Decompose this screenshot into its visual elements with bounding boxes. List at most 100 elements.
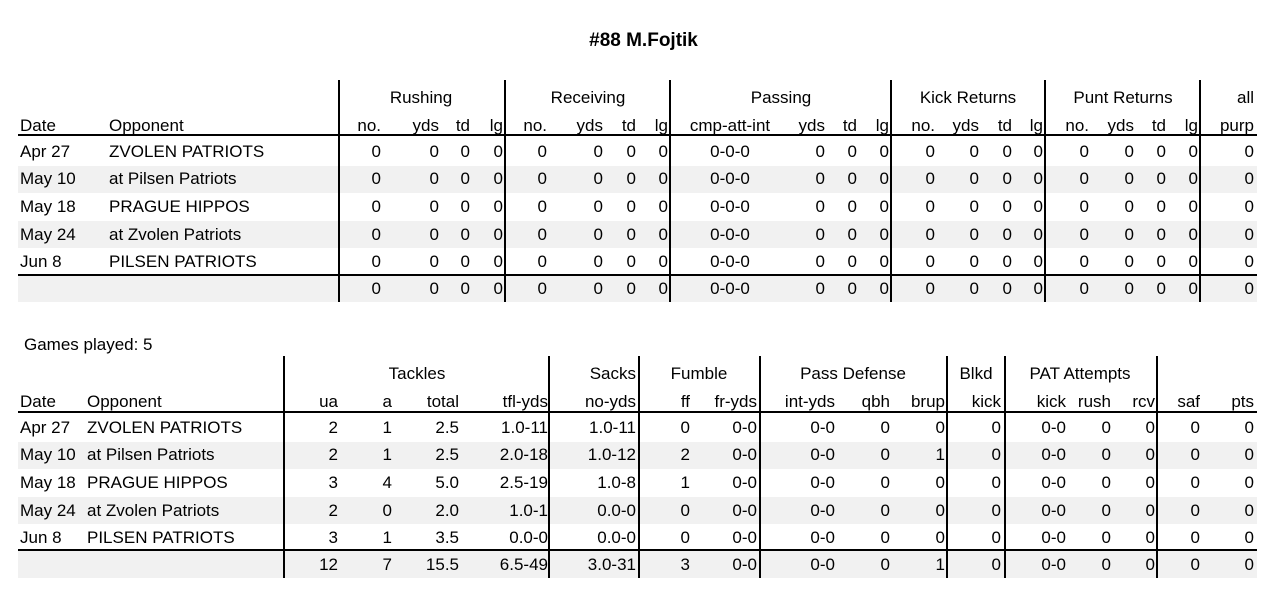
- group-header: Rushing: [389, 88, 453, 107]
- totals-cell: 0: [1079, 278, 1089, 298]
- column-header: yds: [1107, 116, 1134, 135]
- table-cell: 0: [537, 141, 547, 161]
- table-cell: May 24: [20, 224, 76, 244]
- table-cell: 0: [593, 141, 603, 161]
- table-cell: 0: [626, 252, 636, 272]
- table-cell: 0: [1244, 252, 1254, 272]
- table-cell: 0: [969, 252, 979, 272]
- totals-cell: 12: [319, 554, 338, 574]
- totals-cell: 0: [460, 278, 470, 298]
- table-cell: 0: [1244, 500, 1254, 520]
- totals-cell: 0: [991, 554, 1001, 574]
- table-cell: 0: [969, 224, 979, 244]
- column-header: td: [1151, 116, 1166, 135]
- table-cell: 0: [879, 169, 889, 189]
- table-cell: 3.5: [435, 528, 459, 548]
- column-header: qbh: [861, 392, 890, 411]
- column-header: td: [997, 116, 1012, 135]
- totals-cell: 7: [382, 554, 392, 574]
- totals-cell: 0: [1188, 278, 1198, 298]
- table-cell: 5.0: [435, 473, 459, 492]
- table-cell: 0: [991, 417, 1001, 437]
- table-cell: 0: [1033, 224, 1043, 244]
- column-header: no.: [523, 116, 547, 135]
- group-header: Blkd: [959, 364, 993, 383]
- table-cell: 0-0: [732, 417, 757, 437]
- table-cell: 3: [328, 473, 338, 492]
- table-cell: 0: [969, 197, 979, 216]
- column-header: brup: [910, 392, 945, 411]
- column-header: kick: [1036, 392, 1066, 411]
- table-cell: 0: [626, 141, 636, 161]
- table-cell: 0: [658, 252, 668, 272]
- table-cell: 0: [879, 141, 889, 161]
- table-cell: 0: [1188, 141, 1198, 161]
- table-cell: 0: [935, 528, 945, 548]
- table-cell: 0: [460, 252, 470, 272]
- table-cell: Apr 27: [20, 417, 71, 437]
- table-cell: 0: [1156, 197, 1166, 216]
- column-header: ff: [680, 392, 690, 411]
- table-cell: 0: [991, 500, 1001, 520]
- table-cell: 0-0-0: [710, 141, 750, 161]
- table-cell: 0-0-0: [710, 252, 750, 272]
- table-cell: 0-0: [1041, 500, 1066, 520]
- group-header: Tackles: [388, 364, 446, 383]
- table-cell: 0: [1124, 197, 1134, 216]
- column-header: td: [621, 116, 636, 135]
- table-cell: 0: [493, 197, 503, 216]
- table-cell: 0-0: [1041, 473, 1066, 492]
- column-header: lg: [489, 116, 503, 135]
- table-cell: 0: [1033, 197, 1043, 216]
- table-cell: 0: [460, 197, 470, 216]
- table-cell: 0: [925, 141, 935, 161]
- table-cell: 0: [1188, 252, 1198, 272]
- totals-cell: 3: [680, 554, 690, 574]
- table-cell: 1: [382, 417, 392, 437]
- totals-cell: 0: [1244, 278, 1254, 298]
- row-band: [18, 220, 1257, 249]
- table-cell: 0: [815, 141, 825, 161]
- column-header: yds: [798, 116, 825, 135]
- header-rule: [18, 411, 1257, 413]
- table-cell: Jun 8: [20, 528, 62, 548]
- table-cell: 0: [1079, 197, 1089, 216]
- totals-cell: 0: [815, 278, 825, 298]
- table-cell: 0: [1145, 473, 1155, 492]
- table-cell: 0-0: [810, 417, 835, 437]
- table-cell: 0: [880, 528, 890, 548]
- table-cell: 0: [1188, 197, 1198, 216]
- table-cell: 1.0-1: [509, 500, 548, 520]
- column-header: lg: [1029, 116, 1043, 135]
- table-cell: 0: [658, 197, 668, 216]
- column-header: Date: [20, 116, 56, 135]
- column-header: tfl-yds: [502, 392, 548, 411]
- table-cell: 0: [847, 141, 857, 161]
- column-divider: [1004, 356, 1006, 578]
- table-cell: 2.5: [435, 445, 459, 465]
- table-cell: 0: [1033, 169, 1043, 189]
- table-cell: 0: [815, 169, 825, 189]
- table-cell: 0: [429, 197, 439, 216]
- totals-cell: 0: [371, 278, 381, 298]
- totals-cell: 0-0: [732, 554, 757, 574]
- table-cell: 0: [1244, 417, 1254, 437]
- table-cell: 0: [1079, 141, 1089, 161]
- totals-cell: 0: [847, 278, 857, 298]
- totals-cell: 0-0-0: [710, 278, 750, 298]
- table-cell: 0: [460, 169, 470, 189]
- group-header: Sacks: [589, 364, 636, 383]
- table-cell: 2: [328, 445, 338, 465]
- table-cell: 0: [658, 141, 668, 161]
- table-cell: 3: [328, 528, 338, 548]
- table-cell: 0: [1244, 141, 1254, 161]
- table-cell: 0: [493, 141, 503, 161]
- column-header: yds: [576, 116, 603, 135]
- table-cell: 0: [879, 252, 889, 272]
- table-cell: ZVOLEN PATRIOTS: [87, 417, 243, 437]
- table-cell: 0: [429, 252, 439, 272]
- totals-cell: 0: [429, 278, 439, 298]
- group-header: Pass Defense: [800, 364, 906, 383]
- table-cell: May 10: [20, 445, 76, 465]
- table-cell: 0: [1124, 224, 1134, 244]
